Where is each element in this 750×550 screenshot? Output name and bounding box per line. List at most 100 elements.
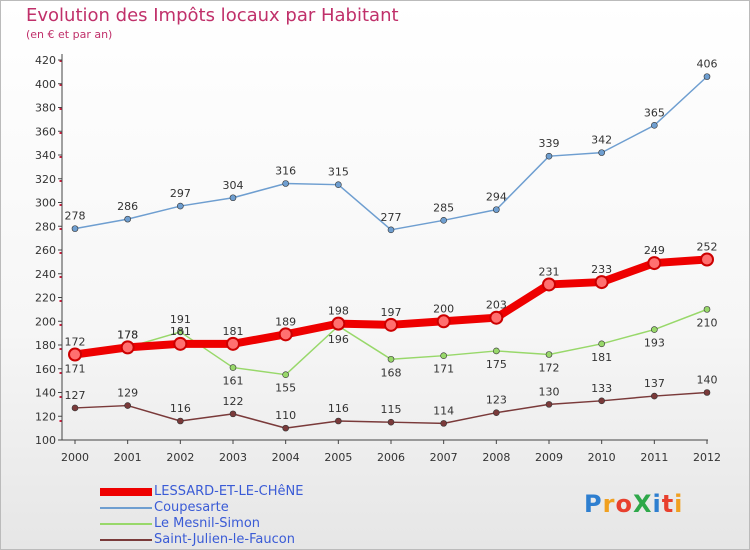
- data-point-le-mesnil-simon: [387, 355, 395, 363]
- data-label-lessard-et-le-ch-ne: 178: [117, 328, 138, 341]
- logo-letter: r: [602, 490, 616, 518]
- data-point-lessard-et-le-ch-ne: [278, 327, 293, 342]
- proxiti-logo: ProXiti: [584, 490, 683, 518]
- data-point-saint-julien-le-faucon: [177, 417, 184, 425]
- data-point-le-mesnil-simon: [703, 306, 711, 313]
- data-point-lessard-et-le-ch-ne: [226, 336, 240, 351]
- data-point-le-mesnil-simon: [493, 347, 500, 355]
- data-label-saint-julien-le-faucon: 110: [275, 409, 296, 422]
- data-point-saint-julien-le-faucon: [335, 417, 342, 425]
- x-tick-label: 2011: [640, 451, 668, 464]
- x-tick-label: 2000: [61, 451, 89, 464]
- y-tick-label: 380: [35, 102, 56, 115]
- legend-label-saint-julien: Saint-Julien-le-Faucon: [154, 532, 295, 547]
- data-label-coupesarte: 365: [644, 106, 665, 119]
- data-point-coupesarte: [387, 226, 395, 234]
- data-label-lessard-et-le-ch-ne: 198: [328, 305, 349, 318]
- data-label-lessard-et-le-ch-ne: 203: [486, 299, 507, 312]
- legend-swatch-coupesarte: [100, 507, 152, 509]
- data-point-coupesarte: [545, 152, 553, 160]
- data-point-lessard-et-le-ch-ne: [436, 314, 451, 329]
- data-label-lessard-et-le-ch-ne: 249: [644, 244, 665, 257]
- data-point-coupesarte: [229, 194, 237, 202]
- data-point-lessard-et-le-ch-ne: [68, 347, 82, 362]
- data-label-coupesarte: 277: [381, 211, 402, 224]
- data-label-lessard-et-le-ch-ne: 189: [275, 315, 296, 328]
- x-tick-label: 2006: [377, 451, 405, 464]
- data-label-coupesarte: 316: [275, 165, 296, 178]
- x-tick-label: 2001: [114, 451, 142, 464]
- data-point-lessard-et-le-ch-ne: [489, 310, 504, 325]
- y-tick-label: 320: [35, 173, 56, 186]
- data-point-le-mesnil-simon: [545, 351, 553, 358]
- data-point-lessard-et-le-ch-ne: [542, 277, 556, 292]
- legend-swatch-saint-julien: [100, 539, 152, 541]
- logo-letter: t: [661, 490, 675, 518]
- data-label-le-mesnil-simon: 172: [539, 362, 560, 375]
- data-point-saint-julien-le-faucon: [493, 409, 500, 416]
- data-label-coupesarte: 278: [65, 210, 86, 223]
- data-label-coupesarte: 342: [591, 134, 612, 147]
- legend-swatch-le-mesnil-simon: [100, 523, 152, 525]
- y-tick-label: 280: [35, 220, 56, 233]
- y-tick-label: 240: [35, 268, 56, 281]
- data-label-le-mesnil-simon: 171: [433, 363, 454, 376]
- data-label-lessard-et-le-ch-ne: 231: [539, 265, 560, 278]
- data-label-saint-julien-le-faucon: 123: [486, 394, 507, 407]
- series-line-coupesarte: [74, 75, 708, 231]
- data-point-coupesarte: [651, 122, 658, 129]
- data-point-coupesarte: [124, 215, 131, 223]
- data-label-coupesarte: 406: [697, 58, 718, 71]
- data-point-le-mesnil-simon: [598, 340, 605, 348]
- data-label-saint-julien-le-faucon: 115: [381, 403, 402, 416]
- data-label-coupesarte: 285: [433, 201, 454, 214]
- chart-title: Evolution des Impôts locaux par Habitant: [26, 5, 399, 26]
- data-label-lessard-et-le-ch-ne: 200: [433, 302, 454, 315]
- logo-letter: i: [674, 490, 684, 518]
- data-point-saint-julien-le-faucon: [124, 402, 131, 409]
- data-label-lessard-et-le-ch-ne: 181: [223, 325, 244, 338]
- data-point-coupesarte: [598, 149, 605, 156]
- y-tick-label: 360: [35, 125, 56, 138]
- data-label-saint-julien-le-faucon: 130: [539, 385, 560, 398]
- y-tick-label: 420: [35, 54, 56, 67]
- data-label-lessard-et-le-ch-ne: 181: [170, 325, 191, 338]
- data-label-le-mesnil-simon: 210: [697, 316, 718, 329]
- data-label-lessard-et-le-ch-ne: 197: [381, 306, 402, 319]
- data-label-le-mesnil-simon: 181: [591, 351, 612, 364]
- chart-subtitle: (en € et par an): [26, 28, 113, 41]
- data-point-lessard-et-le-ch-ne: [173, 336, 188, 351]
- data-point-lessard-et-le-ch-ne: [384, 317, 398, 332]
- data-point-saint-julien-le-faucon: [387, 418, 395, 426]
- data-label-saint-julien-le-faucon: 129: [117, 387, 138, 400]
- data-point-le-mesnil-simon: [440, 352, 447, 359]
- x-tick-label: 2008: [482, 451, 510, 464]
- data-label-le-mesnil-simon: 155: [275, 382, 296, 395]
- data-point-coupesarte: [493, 206, 500, 213]
- data-label-le-mesnil-simon: 193: [644, 337, 665, 350]
- legend-label-le-mesnil-simon: Le Mesnil-Simon: [154, 516, 261, 531]
- data-point-lessard-et-le-ch-ne: [331, 316, 346, 331]
- x-tick-label: 2009: [535, 451, 563, 464]
- logo-letter: i: [652, 490, 662, 518]
- logo-letter: P: [584, 490, 603, 518]
- data-label-coupesarte: 286: [117, 200, 138, 213]
- x-tick-label: 2002: [166, 451, 194, 464]
- y-tick-label: 300: [35, 197, 56, 210]
- data-point-coupesarte: [177, 202, 184, 210]
- data-label-saint-julien-le-faucon: 127: [65, 389, 86, 402]
- data-point-lessard-et-le-ch-ne: [700, 252, 714, 267]
- data-label-le-mesnil-simon: 161: [223, 375, 244, 388]
- y-tick-label: 180: [35, 339, 56, 352]
- x-tick-label: 2010: [588, 451, 616, 464]
- data-label-le-mesnil-simon: 171: [65, 363, 86, 376]
- x-tick-label: 2003: [219, 451, 247, 464]
- data-label-le-mesnil-simon: 196: [328, 333, 349, 346]
- data-point-coupesarte: [335, 181, 342, 188]
- data-label-le-mesnil-simon: 168: [381, 366, 402, 379]
- y-tick-label: 160: [35, 363, 56, 376]
- legend-label-coupesarte: Coupesarte: [154, 500, 229, 515]
- data-label-saint-julien-le-faucon: 122: [223, 395, 244, 408]
- data-label-lessard-et-le-ch-ne: 172: [65, 336, 86, 349]
- data-point-saint-julien-le-faucon: [651, 392, 658, 400]
